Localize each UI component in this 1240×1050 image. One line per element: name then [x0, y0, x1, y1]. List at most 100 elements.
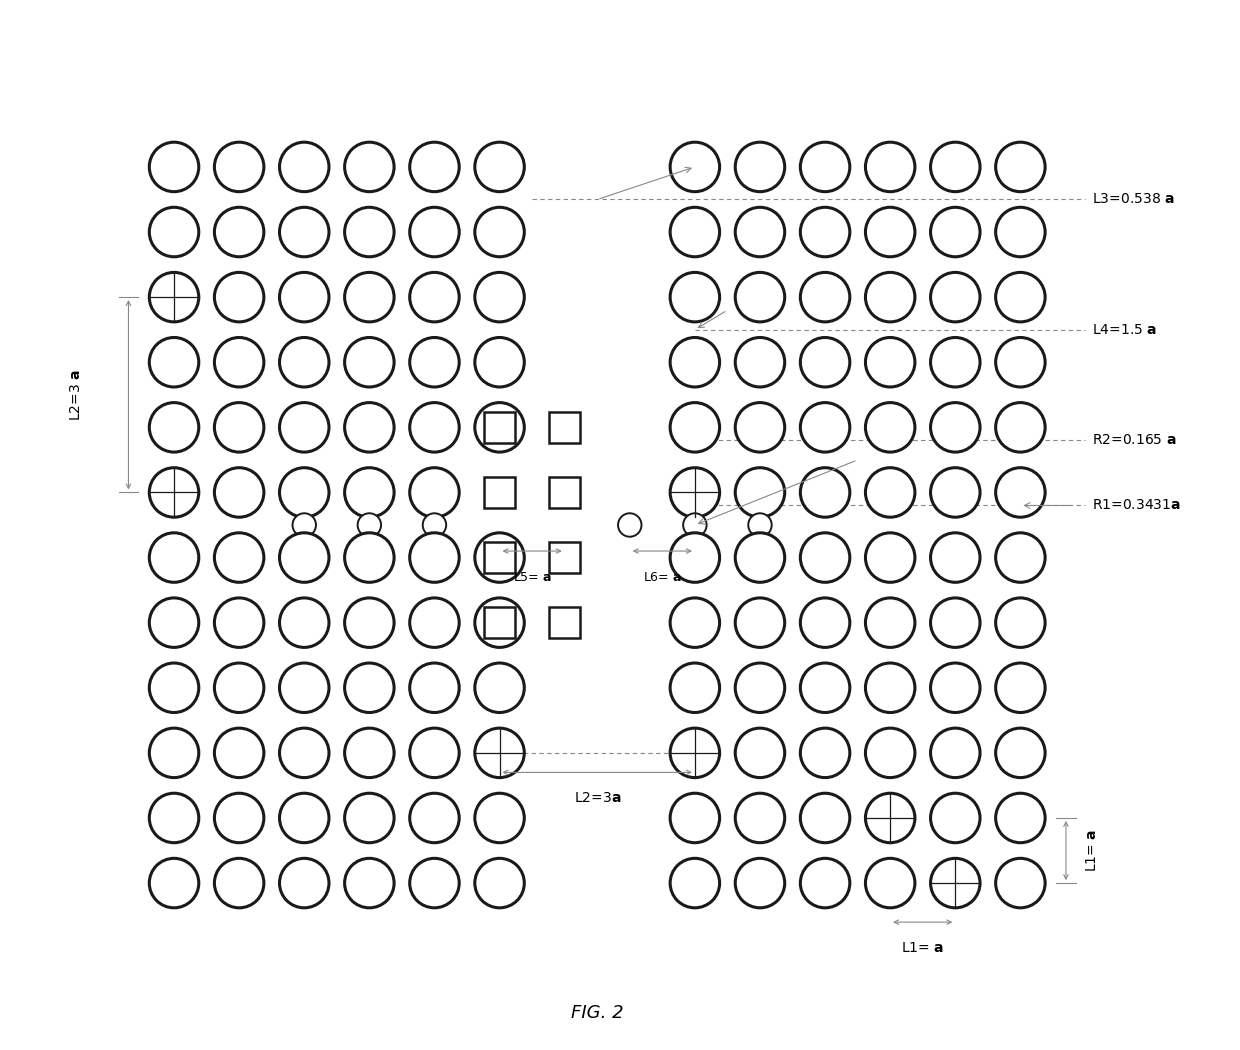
- Circle shape: [735, 142, 785, 192]
- Circle shape: [670, 337, 719, 387]
- Circle shape: [670, 858, 719, 908]
- Bar: [549, 607, 580, 638]
- Circle shape: [279, 142, 329, 192]
- Text: L3=0.538 $\mathbf{a}$: L3=0.538 $\mathbf{a}$: [1092, 192, 1174, 207]
- Circle shape: [930, 337, 980, 387]
- Circle shape: [996, 272, 1045, 322]
- Circle shape: [345, 402, 394, 453]
- Circle shape: [930, 272, 980, 322]
- Circle shape: [800, 858, 849, 908]
- Circle shape: [735, 728, 785, 778]
- Circle shape: [409, 142, 459, 192]
- Circle shape: [930, 597, 980, 648]
- Circle shape: [279, 207, 329, 257]
- Circle shape: [930, 142, 980, 192]
- Circle shape: [215, 272, 264, 322]
- Circle shape: [866, 272, 915, 322]
- Circle shape: [215, 532, 264, 583]
- Circle shape: [866, 728, 915, 778]
- Circle shape: [149, 272, 198, 322]
- Circle shape: [800, 402, 849, 453]
- Circle shape: [149, 532, 198, 583]
- Circle shape: [670, 663, 719, 713]
- Bar: [484, 412, 515, 443]
- Circle shape: [409, 467, 459, 518]
- Circle shape: [866, 532, 915, 583]
- Circle shape: [475, 207, 525, 257]
- Circle shape: [345, 532, 394, 583]
- Circle shape: [930, 793, 980, 843]
- Circle shape: [670, 402, 719, 453]
- Circle shape: [800, 728, 849, 778]
- Circle shape: [475, 142, 525, 192]
- Circle shape: [345, 467, 394, 518]
- Circle shape: [149, 337, 198, 387]
- Circle shape: [800, 272, 849, 322]
- Circle shape: [279, 402, 329, 453]
- Circle shape: [800, 142, 849, 192]
- Circle shape: [409, 337, 459, 387]
- Circle shape: [866, 858, 915, 908]
- Circle shape: [800, 207, 849, 257]
- Circle shape: [215, 728, 264, 778]
- Text: L6= $\mathbf{a}$: L6= $\mathbf{a}$: [642, 570, 682, 584]
- Circle shape: [683, 513, 707, 537]
- Text: R1=0.3431$\mathbf{a}$: R1=0.3431$\mathbf{a}$: [1092, 499, 1180, 512]
- Circle shape: [409, 402, 459, 453]
- Circle shape: [748, 513, 771, 537]
- Circle shape: [345, 663, 394, 713]
- Circle shape: [215, 597, 264, 648]
- Circle shape: [215, 467, 264, 518]
- Circle shape: [930, 858, 980, 908]
- Circle shape: [345, 793, 394, 843]
- Circle shape: [996, 597, 1045, 648]
- Circle shape: [930, 728, 980, 778]
- Circle shape: [475, 663, 525, 713]
- Circle shape: [409, 207, 459, 257]
- Circle shape: [735, 858, 785, 908]
- Circle shape: [670, 272, 719, 322]
- Circle shape: [279, 728, 329, 778]
- Circle shape: [279, 532, 329, 583]
- Text: FIG. 2: FIG. 2: [570, 1004, 624, 1023]
- Circle shape: [930, 207, 980, 257]
- Text: L2=3 $\mathbf{a}$: L2=3 $\mathbf{a}$: [69, 369, 83, 421]
- Circle shape: [409, 858, 459, 908]
- Circle shape: [735, 597, 785, 648]
- Circle shape: [735, 663, 785, 713]
- Circle shape: [149, 728, 198, 778]
- Circle shape: [149, 467, 198, 518]
- Bar: [484, 477, 515, 508]
- Circle shape: [279, 663, 329, 713]
- Circle shape: [215, 663, 264, 713]
- Circle shape: [996, 402, 1045, 453]
- Circle shape: [423, 513, 446, 537]
- Circle shape: [996, 728, 1045, 778]
- Circle shape: [866, 793, 915, 843]
- Circle shape: [735, 467, 785, 518]
- Circle shape: [345, 728, 394, 778]
- Circle shape: [800, 597, 849, 648]
- Circle shape: [800, 532, 849, 583]
- Circle shape: [735, 272, 785, 322]
- Bar: [549, 477, 580, 508]
- Circle shape: [149, 663, 198, 713]
- Bar: [549, 412, 580, 443]
- Circle shape: [279, 793, 329, 843]
- Circle shape: [475, 728, 525, 778]
- Circle shape: [475, 532, 525, 583]
- Circle shape: [215, 207, 264, 257]
- Circle shape: [930, 467, 980, 518]
- Circle shape: [735, 337, 785, 387]
- Circle shape: [279, 272, 329, 322]
- Circle shape: [996, 467, 1045, 518]
- Circle shape: [996, 532, 1045, 583]
- Circle shape: [866, 467, 915, 518]
- Circle shape: [866, 597, 915, 648]
- Text: R2=0.165 $\mathbf{a}$: R2=0.165 $\mathbf{a}$: [1092, 434, 1177, 447]
- Text: L1= $\mathbf{a}$: L1= $\mathbf{a}$: [901, 941, 944, 956]
- Circle shape: [215, 337, 264, 387]
- Text: L4=1.5 $\mathbf{a}$: L4=1.5 $\mathbf{a}$: [1092, 322, 1157, 337]
- Bar: [484, 542, 515, 573]
- Circle shape: [670, 597, 719, 648]
